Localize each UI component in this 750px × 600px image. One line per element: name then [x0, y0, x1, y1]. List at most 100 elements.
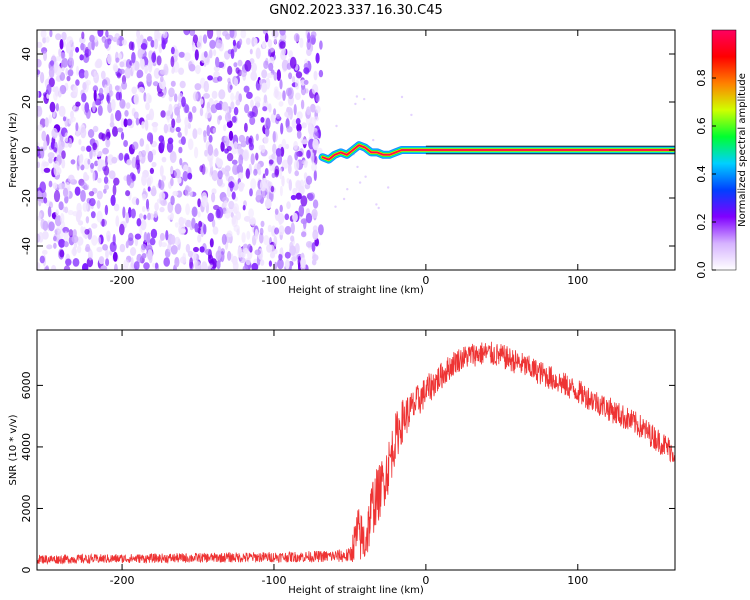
- noise-blob: [72, 229, 77, 238]
- noise-blob: [55, 209, 59, 217]
- noise-blob: [195, 64, 201, 75]
- noise-blob: [182, 171, 189, 182]
- noise-blob: [311, 162, 318, 172]
- noise-blob: [63, 241, 69, 248]
- noise-blob: [115, 57, 120, 63]
- noise-blob: [181, 96, 186, 108]
- noise-blob: [105, 30, 109, 38]
- colorbar: 0.0 0.2 0.4 0.6 0.8 Normalized spectral ampl…: [695, 29, 748, 279]
- noise-blob: [82, 202, 89, 212]
- noise-blob: [47, 152, 55, 159]
- noise-blob: [37, 124, 43, 131]
- noise-blob: [114, 85, 120, 91]
- noise-blob: [53, 190, 61, 203]
- noise-blob: [221, 233, 227, 245]
- noise-blob: [175, 126, 181, 133]
- noise-blob: [191, 106, 197, 113]
- noise-blob: [194, 83, 202, 91]
- noise-blob: [52, 182, 58, 190]
- noise-blob: [233, 62, 238, 68]
- noise-blob: [200, 227, 204, 238]
- noise-blob: [94, 160, 99, 167]
- noise-blob: [102, 166, 107, 172]
- noise-blob: [136, 253, 143, 264]
- noise-blob: [298, 204, 305, 217]
- noise-blob: [151, 161, 157, 168]
- noise-blob: [216, 259, 221, 270]
- noise-blob: [88, 249, 93, 261]
- noise-blob: [42, 161, 50, 167]
- noise-blob: [243, 85, 250, 93]
- noise-blob: [296, 111, 303, 120]
- noise-blob: [226, 152, 234, 162]
- noise-blob: [248, 208, 255, 219]
- noise-blob: [69, 49, 74, 59]
- noise-blob: [303, 67, 310, 74]
- noise-blob: [279, 167, 283, 180]
- noise-blob: [254, 249, 261, 256]
- noise-blob: [319, 40, 323, 50]
- noise-blob: [255, 189, 263, 201]
- noise-blob: [70, 159, 76, 165]
- spectrogram-x-ticks: -200 -100 0 100: [110, 30, 588, 287]
- noise-blob: [53, 235, 57, 242]
- noise-blob: [106, 230, 111, 242]
- noise-blob: [146, 132, 154, 142]
- x-tick-label: 0: [422, 574, 429, 587]
- noise-blob: [209, 259, 215, 265]
- noise-blob: [211, 170, 219, 182]
- noise-blob: [286, 126, 293, 133]
- noise-blob: [92, 142, 98, 151]
- noise-blob: [170, 80, 176, 87]
- noise-blob: [184, 116, 189, 128]
- noise-blob: [118, 152, 124, 161]
- noise-blob: [175, 117, 182, 124]
- noise-blob: [185, 243, 191, 253]
- noise-blob: [216, 177, 223, 187]
- noise-blob: [309, 132, 315, 138]
- noise-blob: [209, 238, 214, 248]
- noise-blob: [312, 229, 319, 241]
- noise-blob: [237, 59, 243, 67]
- noise-blob: [198, 35, 203, 43]
- noise-blob: [300, 195, 308, 207]
- y-tick-label: 4000: [20, 433, 33, 461]
- noise-blob: [313, 70, 318, 81]
- noise-blob: [187, 138, 194, 151]
- noise-blob: [281, 159, 289, 169]
- noise-blob: [260, 259, 265, 266]
- noise-blob: [76, 245, 82, 254]
- noise-blob: [125, 240, 129, 249]
- noise-blob: [82, 82, 87, 91]
- noise-blob: [237, 172, 244, 180]
- y-tick-label: 20: [20, 95, 33, 109]
- noise-blob: [249, 48, 253, 55]
- y-tick-label: 40: [20, 47, 33, 61]
- noise-blob: [192, 34, 198, 44]
- noise-blob: [251, 262, 259, 270]
- noise-blob: [100, 265, 108, 270]
- noise-blob: [233, 106, 239, 116]
- noise-blob: [121, 81, 128, 90]
- noise-blob: [296, 130, 302, 139]
- noise-blob: [97, 177, 102, 184]
- noise-blob: [136, 218, 142, 227]
- noise-blob: [274, 261, 278, 270]
- noise-blob: [228, 130, 234, 141]
- noise-blob: [241, 232, 246, 243]
- noise-blob: [222, 30, 229, 37]
- noise-blob: [220, 141, 225, 152]
- noise-blob: [54, 86, 59, 97]
- noise-blob: [84, 228, 90, 235]
- noise-blob: [84, 184, 90, 191]
- noise-blob: [48, 66, 55, 79]
- noise-blob: [317, 147, 323, 154]
- y-tick-label: -20: [20, 189, 33, 207]
- noise-blob: [183, 164, 189, 173]
- noise-blob: [61, 150, 66, 160]
- noise-blob: [230, 101, 235, 110]
- noise-blob: [151, 185, 157, 194]
- noise-blob: [180, 136, 186, 146]
- noise-blob: [58, 48, 62, 57]
- noise-speck: [356, 165, 359, 169]
